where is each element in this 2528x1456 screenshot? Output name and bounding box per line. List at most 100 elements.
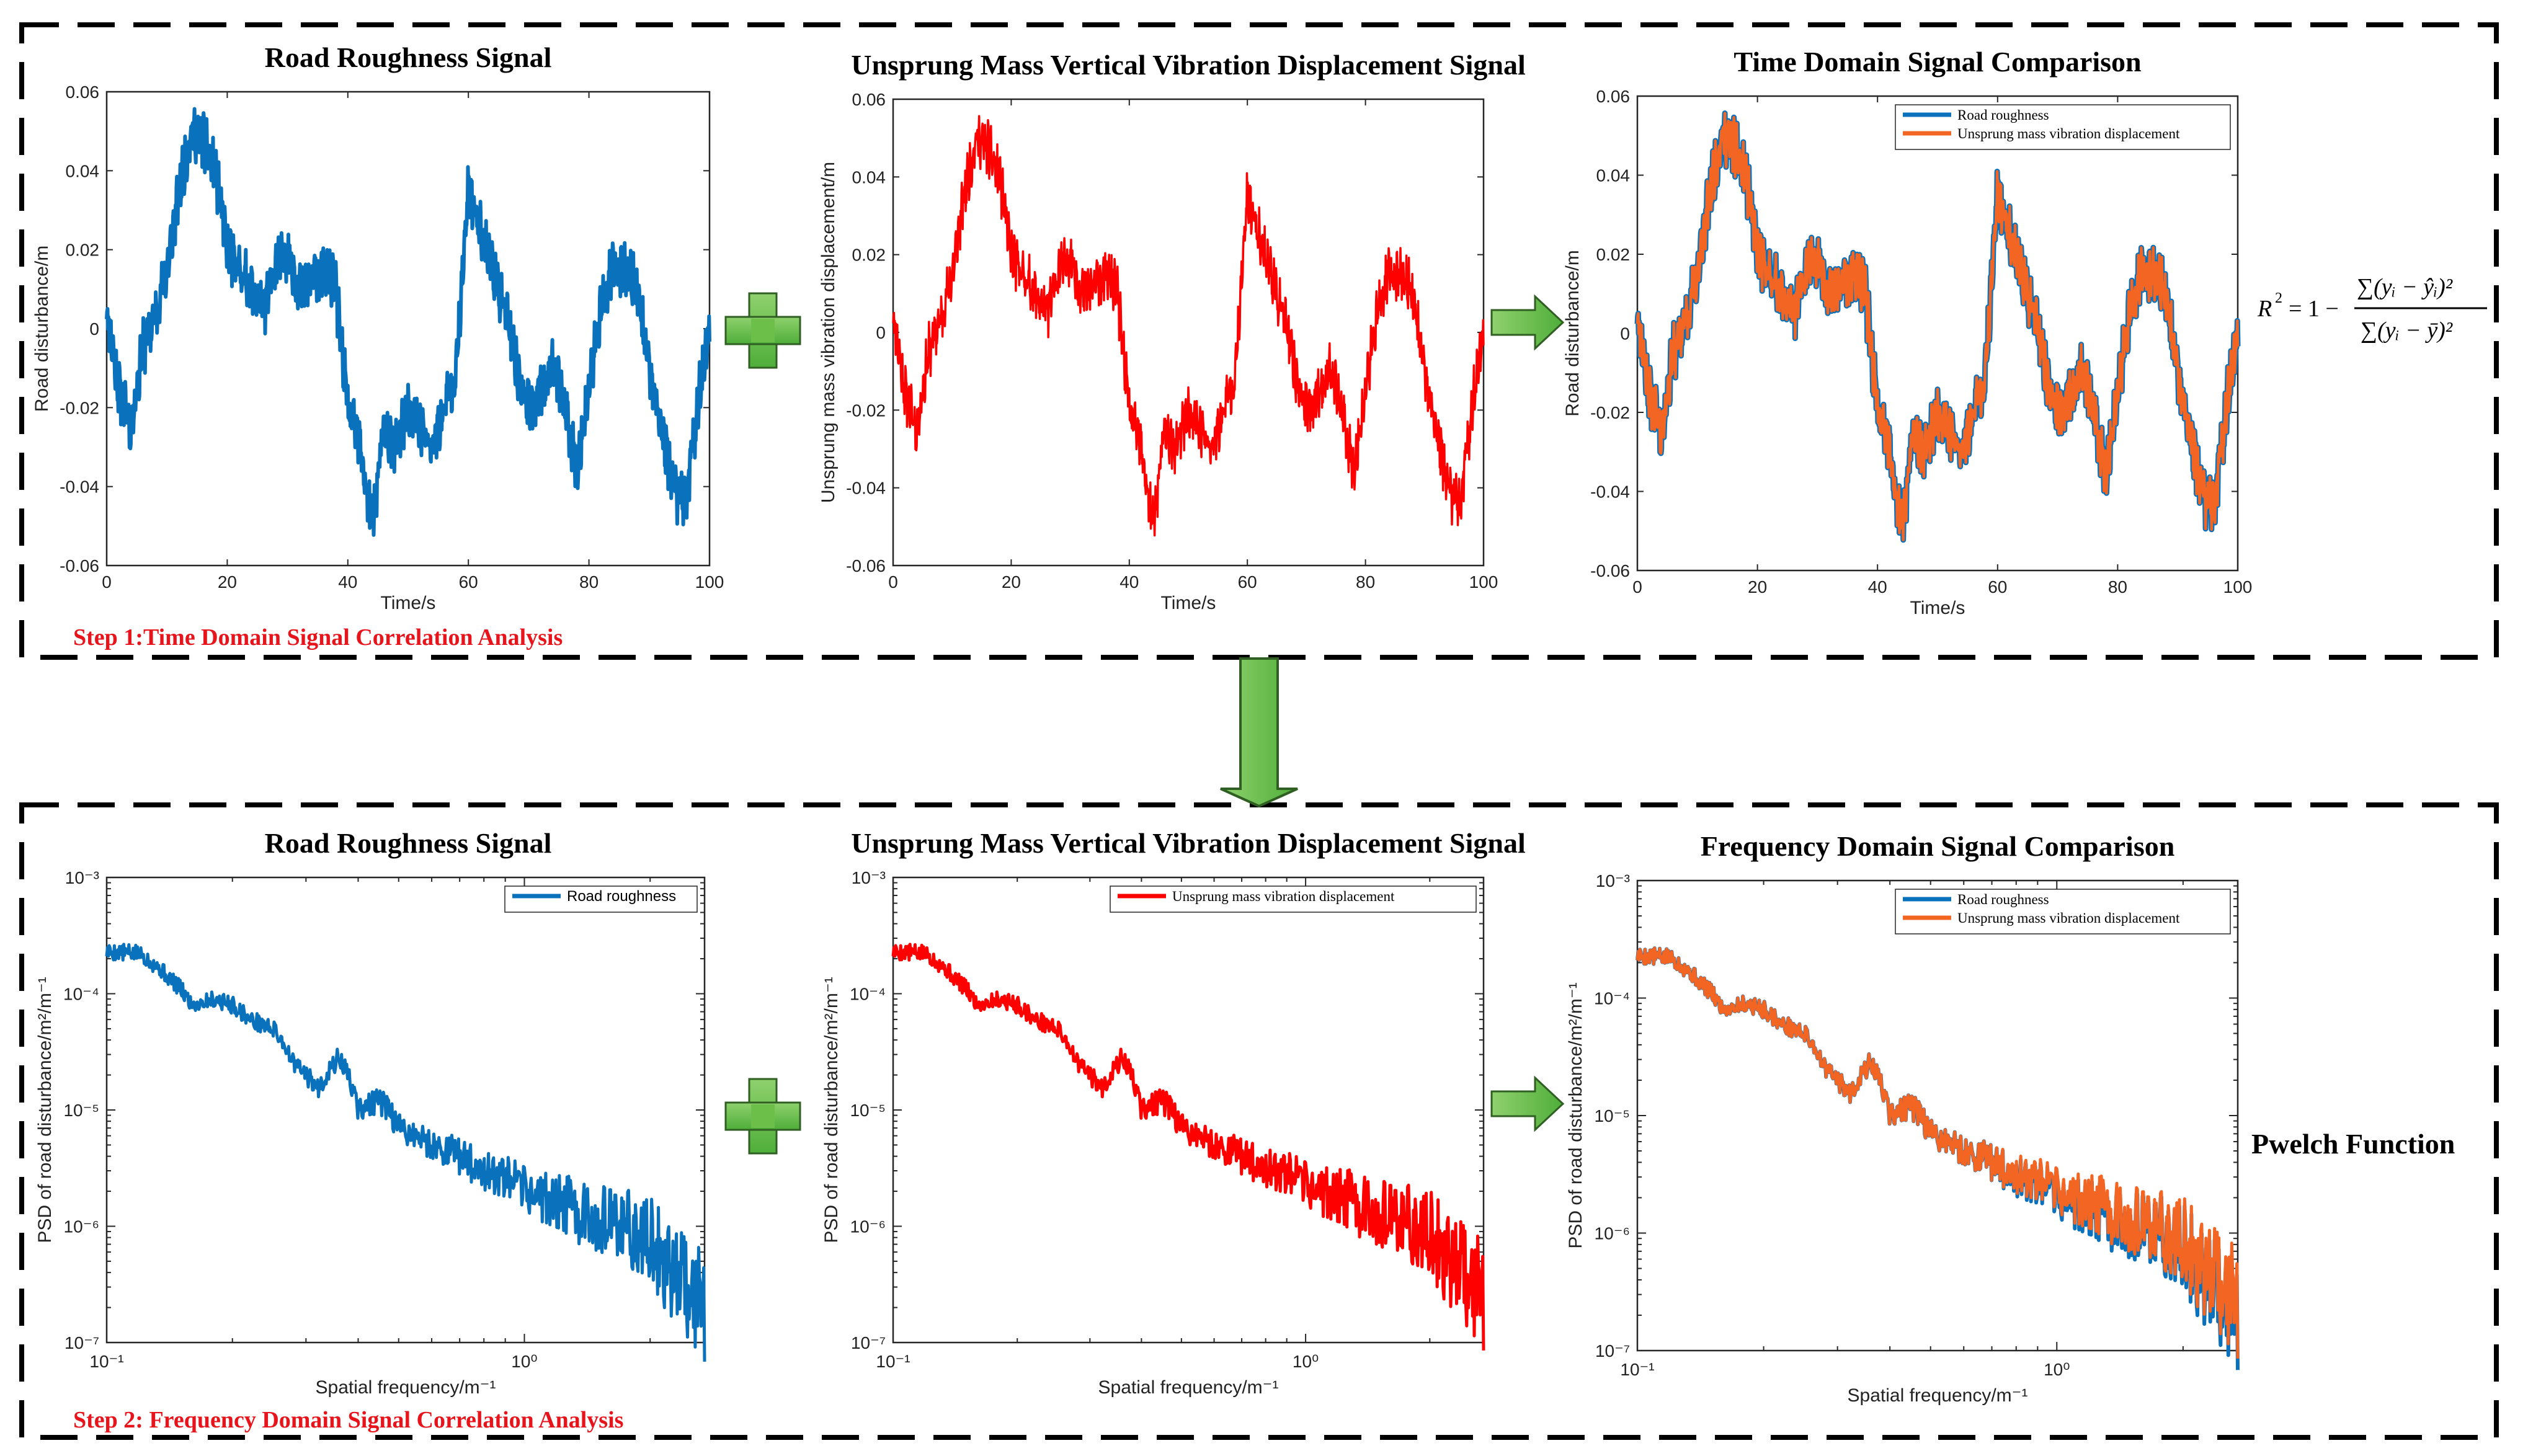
chart-time_road: Road Roughness Signal 0 20 40 60 80 100 -0.06 -0… [32, 42, 724, 613]
series-line-unsprung [1636, 112, 2240, 541]
y-tick-label: -0.06 [846, 556, 886, 575]
y-tick-label: 10⁻⁷ [851, 1333, 886, 1352]
y-axis-label: PSD of road disturbance/m²/m⁻¹ [821, 977, 842, 1243]
arrow-right-icon-top [1490, 294, 1565, 351]
plot-area [892, 876, 1485, 1344]
y-tick-label: 0.02 [66, 241, 100, 260]
y-tick-label: 10⁻⁵ [850, 1101, 886, 1120]
x-tick-label: 80 [2108, 577, 2127, 597]
x-tick-label: 10⁰ [1293, 1352, 1319, 1371]
x-tick-label: 60 [1988, 577, 2007, 597]
x-axis-label: Time/s [1161, 593, 1216, 613]
x-tick-label: 40 [338, 572, 357, 592]
legend-label: Unsprung mass vibration displacement [1172, 889, 1395, 904]
x-tick-label: 40 [1868, 577, 1887, 597]
chart-title: Road Roughness Signal [265, 827, 552, 859]
plus-icon-bottom [724, 1078, 801, 1155]
y-tick-label: 10⁻⁴ [1594, 989, 1630, 1008]
y-tick-label: -0.06 [1590, 561, 1630, 580]
y-axis-label: Unsprung mass vibration displacement/m [818, 162, 839, 503]
plot-area [105, 91, 711, 567]
x-tick-label: 10⁻¹ [1620, 1360, 1654, 1379]
x-tick-label: 100 [2223, 577, 2253, 597]
legend-box [1895, 104, 2231, 150]
step2-label: Step 2: Frequency Domain Signal Correlat… [73, 1407, 623, 1433]
chart-title: Unsprung Mass Vertical Vibration Displac… [851, 49, 1526, 81]
y-tick-label: 0.06 [1596, 87, 1631, 106]
y-tick-label: 0.06 [66, 82, 100, 102]
y-tick-label: 0.02 [1596, 245, 1631, 264]
chart-freq_unsprung: Unsprung Mass Vertical Vibration Displac… [821, 827, 1526, 1398]
y-tick-label: -0.02 [60, 398, 99, 417]
legend-label: Road roughness [1957, 892, 2049, 907]
y-tick-label: 0.04 [852, 167, 886, 187]
legend-label: Road roughness [567, 888, 676, 905]
legend-box [1110, 886, 1477, 913]
r-squared-formula: R 2 = 1 − ∑(yᵢ − ŷᵢ)² ∑(yᵢ − ȳ)² [2257, 274, 2487, 344]
y-tick-label: 0.06 [852, 90, 886, 109]
chart-time_unsprung: Unsprung Mass Vertical Vibration Displac… [818, 49, 1526, 613]
y-tick-label: 10⁻³ [852, 868, 886, 887]
x-tick-label: 40 [1119, 572, 1139, 592]
series-line-road-roughness [105, 943, 706, 1362]
step1-frame [19, 22, 2499, 660]
pwelch-label: Pwelch Function [2251, 1128, 2455, 1160]
legend-label: Road roughness [1957, 107, 2049, 123]
x-axis-label: Time/s [1910, 598, 1965, 618]
x-tick-label: 60 [1238, 572, 1257, 592]
y-tick-label: 10⁻⁷ [65, 1333, 99, 1352]
chart-title: Time Domain Signal Comparison [1734, 46, 2141, 78]
y-tick-label: -0.06 [60, 556, 99, 575]
x-axis-label: Spatial frequency/m⁻¹ [1098, 1377, 1279, 1398]
x-axis-label: Spatial frequency/m⁻¹ [316, 1377, 496, 1398]
series-line-unsprung [891, 943, 1485, 1351]
formula-numerator: ∑(yᵢ − ŷᵢ)² [2357, 274, 2453, 300]
y-axis-label: PSD of road disturbance/m²/m⁻¹ [1565, 982, 1586, 1248]
plot-area [105, 876, 706, 1344]
x-tick-label: 20 [1002, 572, 1021, 592]
y-tick-label: 10⁻⁴ [63, 985, 99, 1004]
legend-label: Unsprung mass vibration displacement [1957, 126, 2180, 141]
x-tick-label: 10⁻¹ [876, 1352, 910, 1371]
x-axis-label: Time/s [381, 593, 436, 613]
y-tick-label: 10⁻⁶ [850, 1217, 886, 1236]
step1-label: Step 1:Time Domain Signal Correlation An… [73, 624, 563, 650]
x-tick-label: 60 [459, 572, 478, 592]
chart-title: Road Roughness Signal [265, 42, 552, 73]
y-tick-label: 10⁻³ [65, 868, 99, 887]
y-tick-label: 10⁻⁵ [63, 1101, 99, 1120]
x-tick-label: 80 [579, 572, 599, 592]
chart-freq_compare: Frequency Domain Signal Comparison 10⁻¹ 10… [1565, 830, 2240, 1406]
x-tick-label: 20 [218, 572, 237, 592]
arrow-down-icon [1220, 657, 1298, 808]
legend-box [1895, 889, 2231, 934]
plot-area [1636, 879, 2239, 1352]
y-tick-label: -0.04 [60, 477, 99, 497]
y-tick-label: 10⁻⁵ [1594, 1106, 1630, 1125]
chart-time_compare: Time Domain Signal Comparison 0 20 40 60 80 10… [1562, 46, 2252, 618]
chart-freq_road: Road Roughness Signal 10⁻¹ 10⁰ 10⁻⁷ 10⁻⁶ 10⁻⁵… [35, 827, 706, 1398]
y-tick-label: -0.02 [846, 401, 886, 420]
x-tick-label: 0 [888, 572, 898, 592]
y-tick-label: 0 [876, 323, 886, 342]
y-tick-label: 0.04 [66, 161, 100, 180]
y-tick-label: 0 [1620, 324, 1630, 344]
x-axis-label: Spatial frequency/m⁻¹ [1848, 1385, 2028, 1406]
series-line-unsprung [1636, 946, 2240, 1359]
y-tick-label: 0.04 [1596, 166, 1631, 185]
arrow-right-icon-bottom [1490, 1075, 1565, 1132]
y-axis-label: PSD of road disturbance/m²/m⁻¹ [35, 977, 55, 1243]
legend-label: Unsprung mass vibration displacement [1957, 910, 2180, 926]
chart-title: Unsprung Mass Vertical Vibration Displac… [851, 827, 1526, 859]
series-line-road-roughness [105, 107, 711, 537]
formula-denominator: ∑(yᵢ − ȳ)² [2361, 317, 2453, 344]
chart-title: Frequency Domain Signal Comparison [1701, 830, 2175, 862]
formula-lhs: R [2257, 296, 2272, 322]
formula-eq: = 1 − [2289, 296, 2339, 322]
x-tick-label: 100 [1469, 572, 1498, 592]
charts-layer: Road Roughness Signal 0 20 40 60 80 100 -0.06 -0… [32, 42, 2252, 1406]
y-axis-label: Road disturbance/m [1562, 250, 1583, 416]
x-tick-label: 10⁻¹ [89, 1352, 123, 1371]
legend-box [504, 886, 698, 913]
